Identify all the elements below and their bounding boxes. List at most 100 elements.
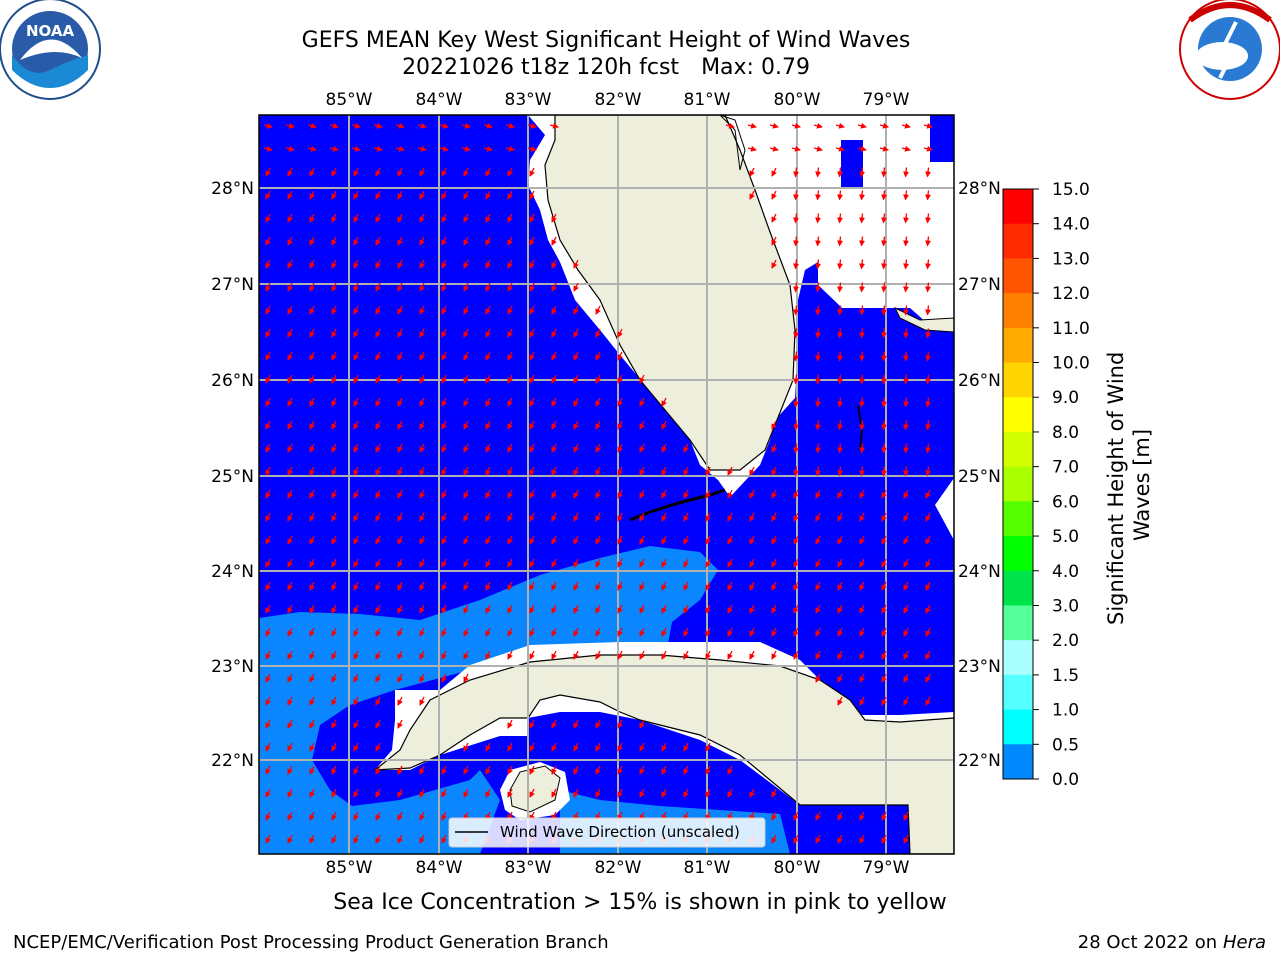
wave-direction-arrow — [331, 466, 337, 476]
wave-direction-arrow — [353, 742, 359, 752]
wave-direction-arrow — [925, 466, 932, 477]
wave-direction-arrow — [485, 558, 491, 568]
wave-direction-arrow — [837, 489, 843, 499]
wave-direction-arrow — [309, 328, 315, 338]
wave-direction-arrow — [617, 489, 623, 499]
colorbar-tick-label: 4.0 — [1052, 562, 1079, 582]
wave-direction-arrow — [353, 420, 359, 430]
wave-direction-arrow — [771, 512, 777, 522]
wave-direction-arrow — [573, 328, 579, 338]
wave-direction-arrow — [551, 535, 557, 545]
wave-direction-arrow — [263, 145, 273, 152]
wave-direction-arrow — [683, 788, 689, 798]
wave-direction-arrow — [617, 581, 623, 591]
wave-direction-arrow — [353, 236, 359, 246]
wave-direction-arrow — [595, 466, 601, 476]
wave-direction-arrow — [859, 535, 865, 545]
wave-direction-arrow — [879, 145, 889, 152]
wave-direction-arrow — [529, 788, 535, 798]
wave-direction-arrow — [353, 374, 359, 384]
wave-direction-arrow — [747, 145, 757, 152]
lat-label-left: 25°N — [211, 467, 254, 487]
wave-direction-arrow — [419, 351, 425, 361]
wave-direction-arrow — [793, 650, 799, 660]
wave-direction-arrow — [441, 558, 447, 568]
wave-direction-arrow — [837, 604, 843, 614]
wave-direction-arrow — [551, 604, 557, 614]
wave-direction-arrow — [617, 328, 623, 338]
wave-direction-arrow — [595, 489, 601, 499]
wave-direction-arrow — [285, 145, 295, 152]
wave-direction-arrow — [903, 190, 910, 201]
wave-direction-arrow — [265, 834, 271, 844]
nws-logo — [1179, 0, 1280, 100]
wave-direction-arrow — [903, 374, 910, 385]
wave-direction-arrow — [331, 650, 337, 660]
wave-direction-arrow — [727, 765, 733, 775]
wave-direction-arrow — [353, 535, 359, 545]
wave-direction-arrow — [287, 834, 293, 844]
wave-direction-arrow — [639, 719, 645, 729]
colorbar-segment — [1003, 189, 1033, 225]
wave-direction-arrow — [507, 558, 513, 568]
wave-direction-arrow — [441, 765, 447, 775]
wave-direction-arrow — [859, 834, 865, 844]
wave-direction-arrow — [485, 627, 491, 637]
wave-direction-arrow — [353, 627, 359, 637]
wave-direction-arrow — [309, 443, 315, 453]
lat-label-left: 28°N — [211, 179, 254, 199]
wave-direction-arrow — [397, 811, 403, 821]
wave-direction-arrow — [859, 650, 865, 660]
wave-direction-arrow — [859, 305, 866, 316]
wave-direction-arrow — [309, 190, 315, 200]
wave-direction-arrow — [507, 213, 513, 223]
wave-direction-arrow — [727, 604, 733, 614]
wave-direction-arrow — [397, 167, 403, 177]
wave-direction-arrow — [925, 512, 931, 522]
wave-direction-arrow — [419, 489, 425, 499]
wave-direction-arrow — [793, 351, 800, 362]
wave-direction-arrow — [813, 122, 823, 129]
wave-direction-arrow — [375, 742, 381, 752]
wave-direction-arrow — [529, 213, 535, 223]
wave-direction-arrow — [749, 466, 755, 476]
colorbar-segment — [1003, 640, 1033, 676]
wave-direction-arrow — [837, 650, 843, 660]
wave-direction-arrow — [837, 328, 844, 339]
wave-direction-arrow — [595, 512, 601, 522]
wave-direction-arrow — [771, 558, 777, 568]
wave-direction-arrow — [793, 282, 800, 293]
wave-direction-arrow — [375, 397, 381, 407]
wave-direction-arrow — [331, 328, 337, 338]
wave-direction-arrow — [573, 466, 579, 476]
lat-label-left: 27°N — [211, 275, 254, 295]
wave-direction-arrow — [417, 145, 427, 152]
colorbar-tick-label: 8.0 — [1052, 423, 1079, 443]
wave-direction-arrow — [419, 443, 425, 453]
wave-direction-arrow — [461, 122, 471, 129]
wave-direction-arrow — [859, 282, 866, 293]
wave-direction-arrow — [419, 581, 425, 591]
colorbar-tick-label: 3.0 — [1052, 596, 1079, 616]
wave-direction-arrow — [353, 581, 359, 591]
wave-direction-arrow — [705, 788, 711, 798]
wave-direction-arrow — [749, 489, 755, 499]
wave-direction-arrow — [265, 535, 271, 545]
wave-direction-arrow — [793, 627, 799, 637]
colorbar-segment — [1003, 709, 1033, 745]
wave-direction-arrow — [881, 190, 888, 201]
wave-direction-arrow — [287, 650, 293, 660]
wave-direction-arrow — [661, 788, 667, 798]
wave-direction-arrow — [441, 834, 447, 844]
wave-direction-arrow — [925, 535, 931, 545]
wave-direction-arrow — [881, 213, 888, 224]
wave-direction-arrow — [903, 811, 909, 821]
wave-direction-arrow — [617, 374, 623, 384]
wave-direction-arrow — [793, 535, 799, 545]
noaa-logo-text: NOAA — [26, 22, 75, 40]
wave-direction-arrow — [837, 397, 844, 408]
wave-direction-arrow — [551, 328, 557, 338]
graticule — [259, 115, 954, 854]
wave-direction-arrow — [353, 305, 359, 315]
wave-direction-arrow — [661, 627, 667, 637]
